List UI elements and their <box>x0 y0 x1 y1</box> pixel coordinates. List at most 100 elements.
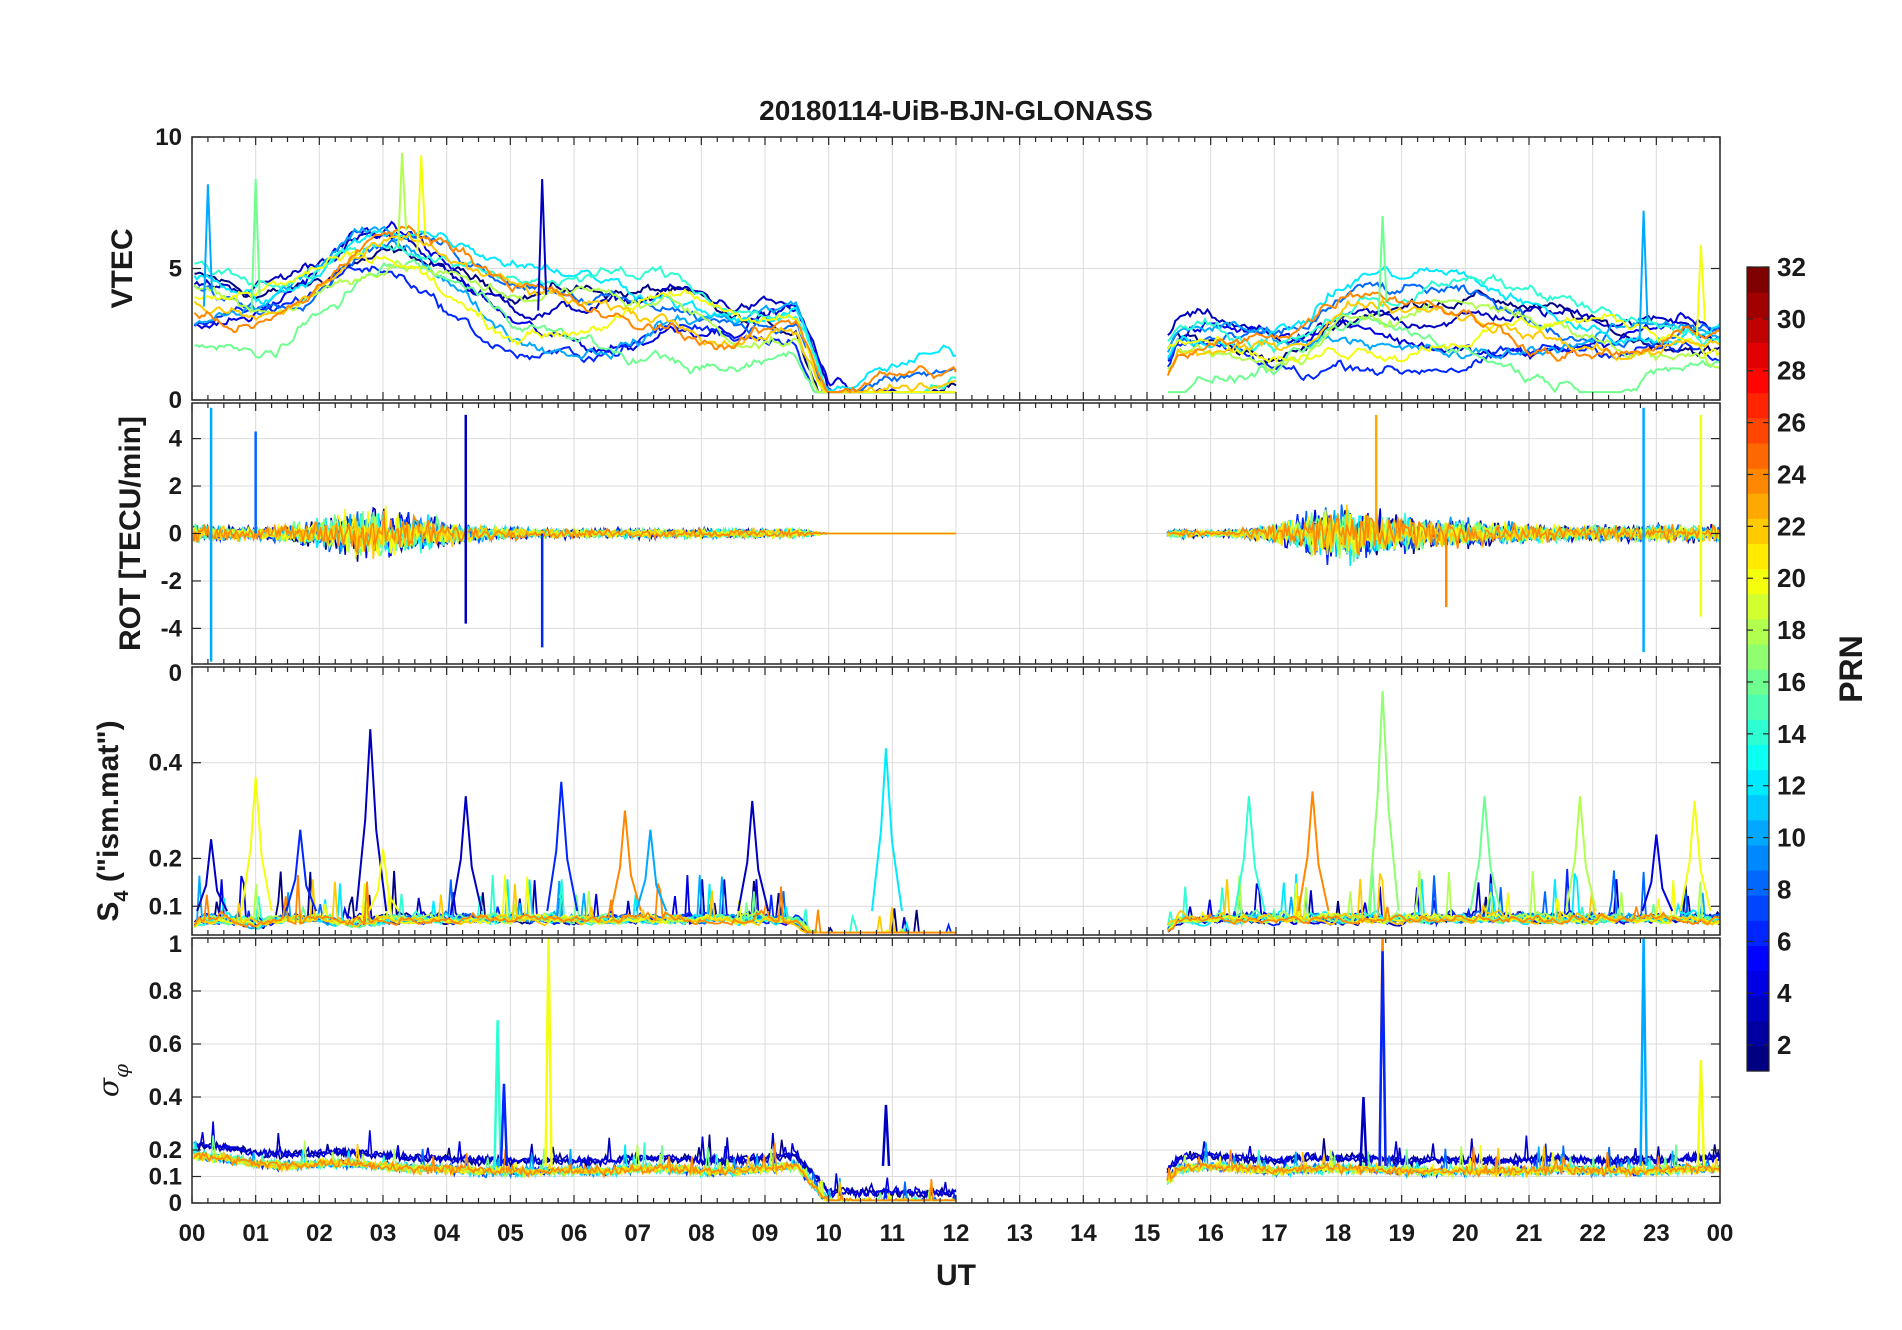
panel-s4: 0.1 0.2 0.4 0 S4 ("ism.mat") <box>92 660 1721 936</box>
colorbar-band <box>1747 292 1769 318</box>
colorbar-band <box>1747 367 1769 394</box>
colorbar-tick-label: 6 <box>1777 926 1791 956</box>
vtec-peak <box>397 152 408 247</box>
colorbar-band <box>1747 794 1769 821</box>
colorbar-band <box>1747 1045 1769 1072</box>
x-tick-label: 18 <box>1325 1220 1352 1247</box>
colorbar-tick-label: 12 <box>1777 771 1806 801</box>
x-tick-label: 17 <box>1261 1220 1288 1247</box>
sigma-phi-spike <box>499 1083 509 1166</box>
vtec-peak <box>416 155 427 252</box>
colorbar-band <box>1747 819 1769 846</box>
colorbar-tick-label: 16 <box>1777 667 1806 697</box>
vtec-peak <box>202 184 213 307</box>
colorbar-band <box>1747 392 1769 419</box>
panel-border <box>191 666 1721 936</box>
colorbar-band <box>1747 769 1769 796</box>
s4-peak <box>1233 796 1266 912</box>
colorbar-band <box>1747 468 1769 494</box>
x-tick-label: 08 <box>688 1220 715 1247</box>
x-tick-label: 22 <box>1579 1220 1606 1247</box>
x-tick-label: 23 <box>1643 1220 1670 1247</box>
s4-peak <box>368 848 400 912</box>
panel-sigma-phi: 00.10.2 0.4 0.6 0.8 1 σφ <box>92 931 1721 1217</box>
panel-rot: -4 -2 0 2 4 ROT [TECU/min] <box>114 402 1721 665</box>
y-tick-label: -4 <box>161 615 183 642</box>
colorbar-tick-label: 2 <box>1777 1030 1791 1060</box>
colorbar-tick-label: 4 <box>1777 978 1792 1008</box>
y-tick-label: 0 <box>169 521 182 548</box>
colorbar-tick-label: 8 <box>1777 874 1791 904</box>
y-tick-label: 0.4 <box>149 1084 183 1111</box>
colorbar-tick-label: 14 <box>1777 719 1806 749</box>
y-tick-label: 5 <box>169 256 182 283</box>
colorbar-tick-label: 32 <box>1777 252 1806 282</box>
s4-peak <box>1469 796 1502 912</box>
panel-border <box>191 136 1721 401</box>
colorbar-tick-label: 10 <box>1777 823 1806 853</box>
colorbar-band <box>1747 267 1769 293</box>
colorbar-band <box>1747 417 1769 444</box>
x-tick-label: 09 <box>752 1220 779 1247</box>
x-axis-label: UT <box>936 1259 976 1292</box>
x-tick-label: 05 <box>497 1220 524 1247</box>
colorbar-band <box>1747 568 1769 595</box>
colorbar-band <box>1747 970 1769 997</box>
colorbar-band <box>1747 643 1769 670</box>
s4-peak <box>196 839 228 912</box>
colorbar-band <box>1747 694 1769 720</box>
s4-peak <box>1641 834 1674 912</box>
s4-peak <box>546 781 579 912</box>
s4-peak <box>1367 690 1400 912</box>
colorbar-band <box>1747 895 1769 921</box>
sigma-phi-spike <box>1359 1096 1368 1166</box>
colorbar-band <box>1747 945 1769 972</box>
x-tick-label: 19 <box>1388 1220 1415 1247</box>
sigma-phi-spike <box>493 1020 502 1166</box>
y-axis-label-s4: S4 ("ism.mat") <box>92 720 133 921</box>
y-axis-label-rot: ROT [TECU/min] <box>114 416 147 651</box>
x-tick-label: 00 <box>1707 1220 1734 1247</box>
x-tick-label: 06 <box>561 1220 588 1247</box>
y-tick-label: 0.2 <box>149 1137 182 1164</box>
series-line-prn-24 <box>193 510 1721 557</box>
x-tick-label: 04 <box>433 1220 460 1247</box>
colorbar-tick-label: 20 <box>1777 563 1806 593</box>
s4-peak <box>285 829 318 912</box>
colorbar-band <box>1747 618 1769 645</box>
y-tick-label: 0.4 <box>149 750 183 777</box>
x-tick-label: 20 <box>1452 1220 1479 1247</box>
colorbar-band <box>1747 719 1769 745</box>
x-tick-label: 13 <box>1006 1220 1033 1247</box>
y-tick-label: 0 <box>169 660 182 687</box>
s4-peak <box>737 800 770 912</box>
colorbar-band <box>1747 744 1769 771</box>
x-tick-label: 15 <box>1134 1220 1161 1247</box>
y-tick-label: -2 <box>161 568 182 595</box>
vtec-peak <box>1695 244 1706 337</box>
panel-border <box>191 937 1721 1204</box>
x-tick-label: 12 <box>943 1220 970 1247</box>
colorbar-band <box>1747 669 1769 695</box>
colorbar-tick-label: 22 <box>1777 511 1806 541</box>
sigma-phi-spike <box>881 1104 891 1166</box>
colorbar-band <box>1747 317 1769 343</box>
x-tick-label: 07 <box>624 1220 651 1247</box>
s4-peak <box>635 829 668 912</box>
vtec-peak <box>1377 215 1388 317</box>
x-tick-label: 16 <box>1197 1220 1224 1247</box>
colorbar-band <box>1747 518 1769 544</box>
colorbar-tick-label: 24 <box>1777 459 1806 489</box>
colorbar-band <box>1747 920 1769 946</box>
x-tick-label: 02 <box>306 1220 333 1247</box>
y-tick-label: 2 <box>169 473 182 500</box>
colorbar-border <box>1746 266 1770 1072</box>
x-tick-label: 10 <box>815 1220 842 1247</box>
colorbar-band <box>1747 342 1769 369</box>
s4-peak <box>1297 791 1330 912</box>
x-tick-label: 01 <box>242 1220 269 1247</box>
colorbar-band <box>1747 995 1769 1022</box>
rot-series <box>193 407 1721 662</box>
x-axis: 00 01 02 03 04 05 06 07 08 09 10 11 12 13 14 15 16 17 18 19… <box>179 1220 1734 1247</box>
sigma-phi-spike <box>1378 951 1387 1166</box>
